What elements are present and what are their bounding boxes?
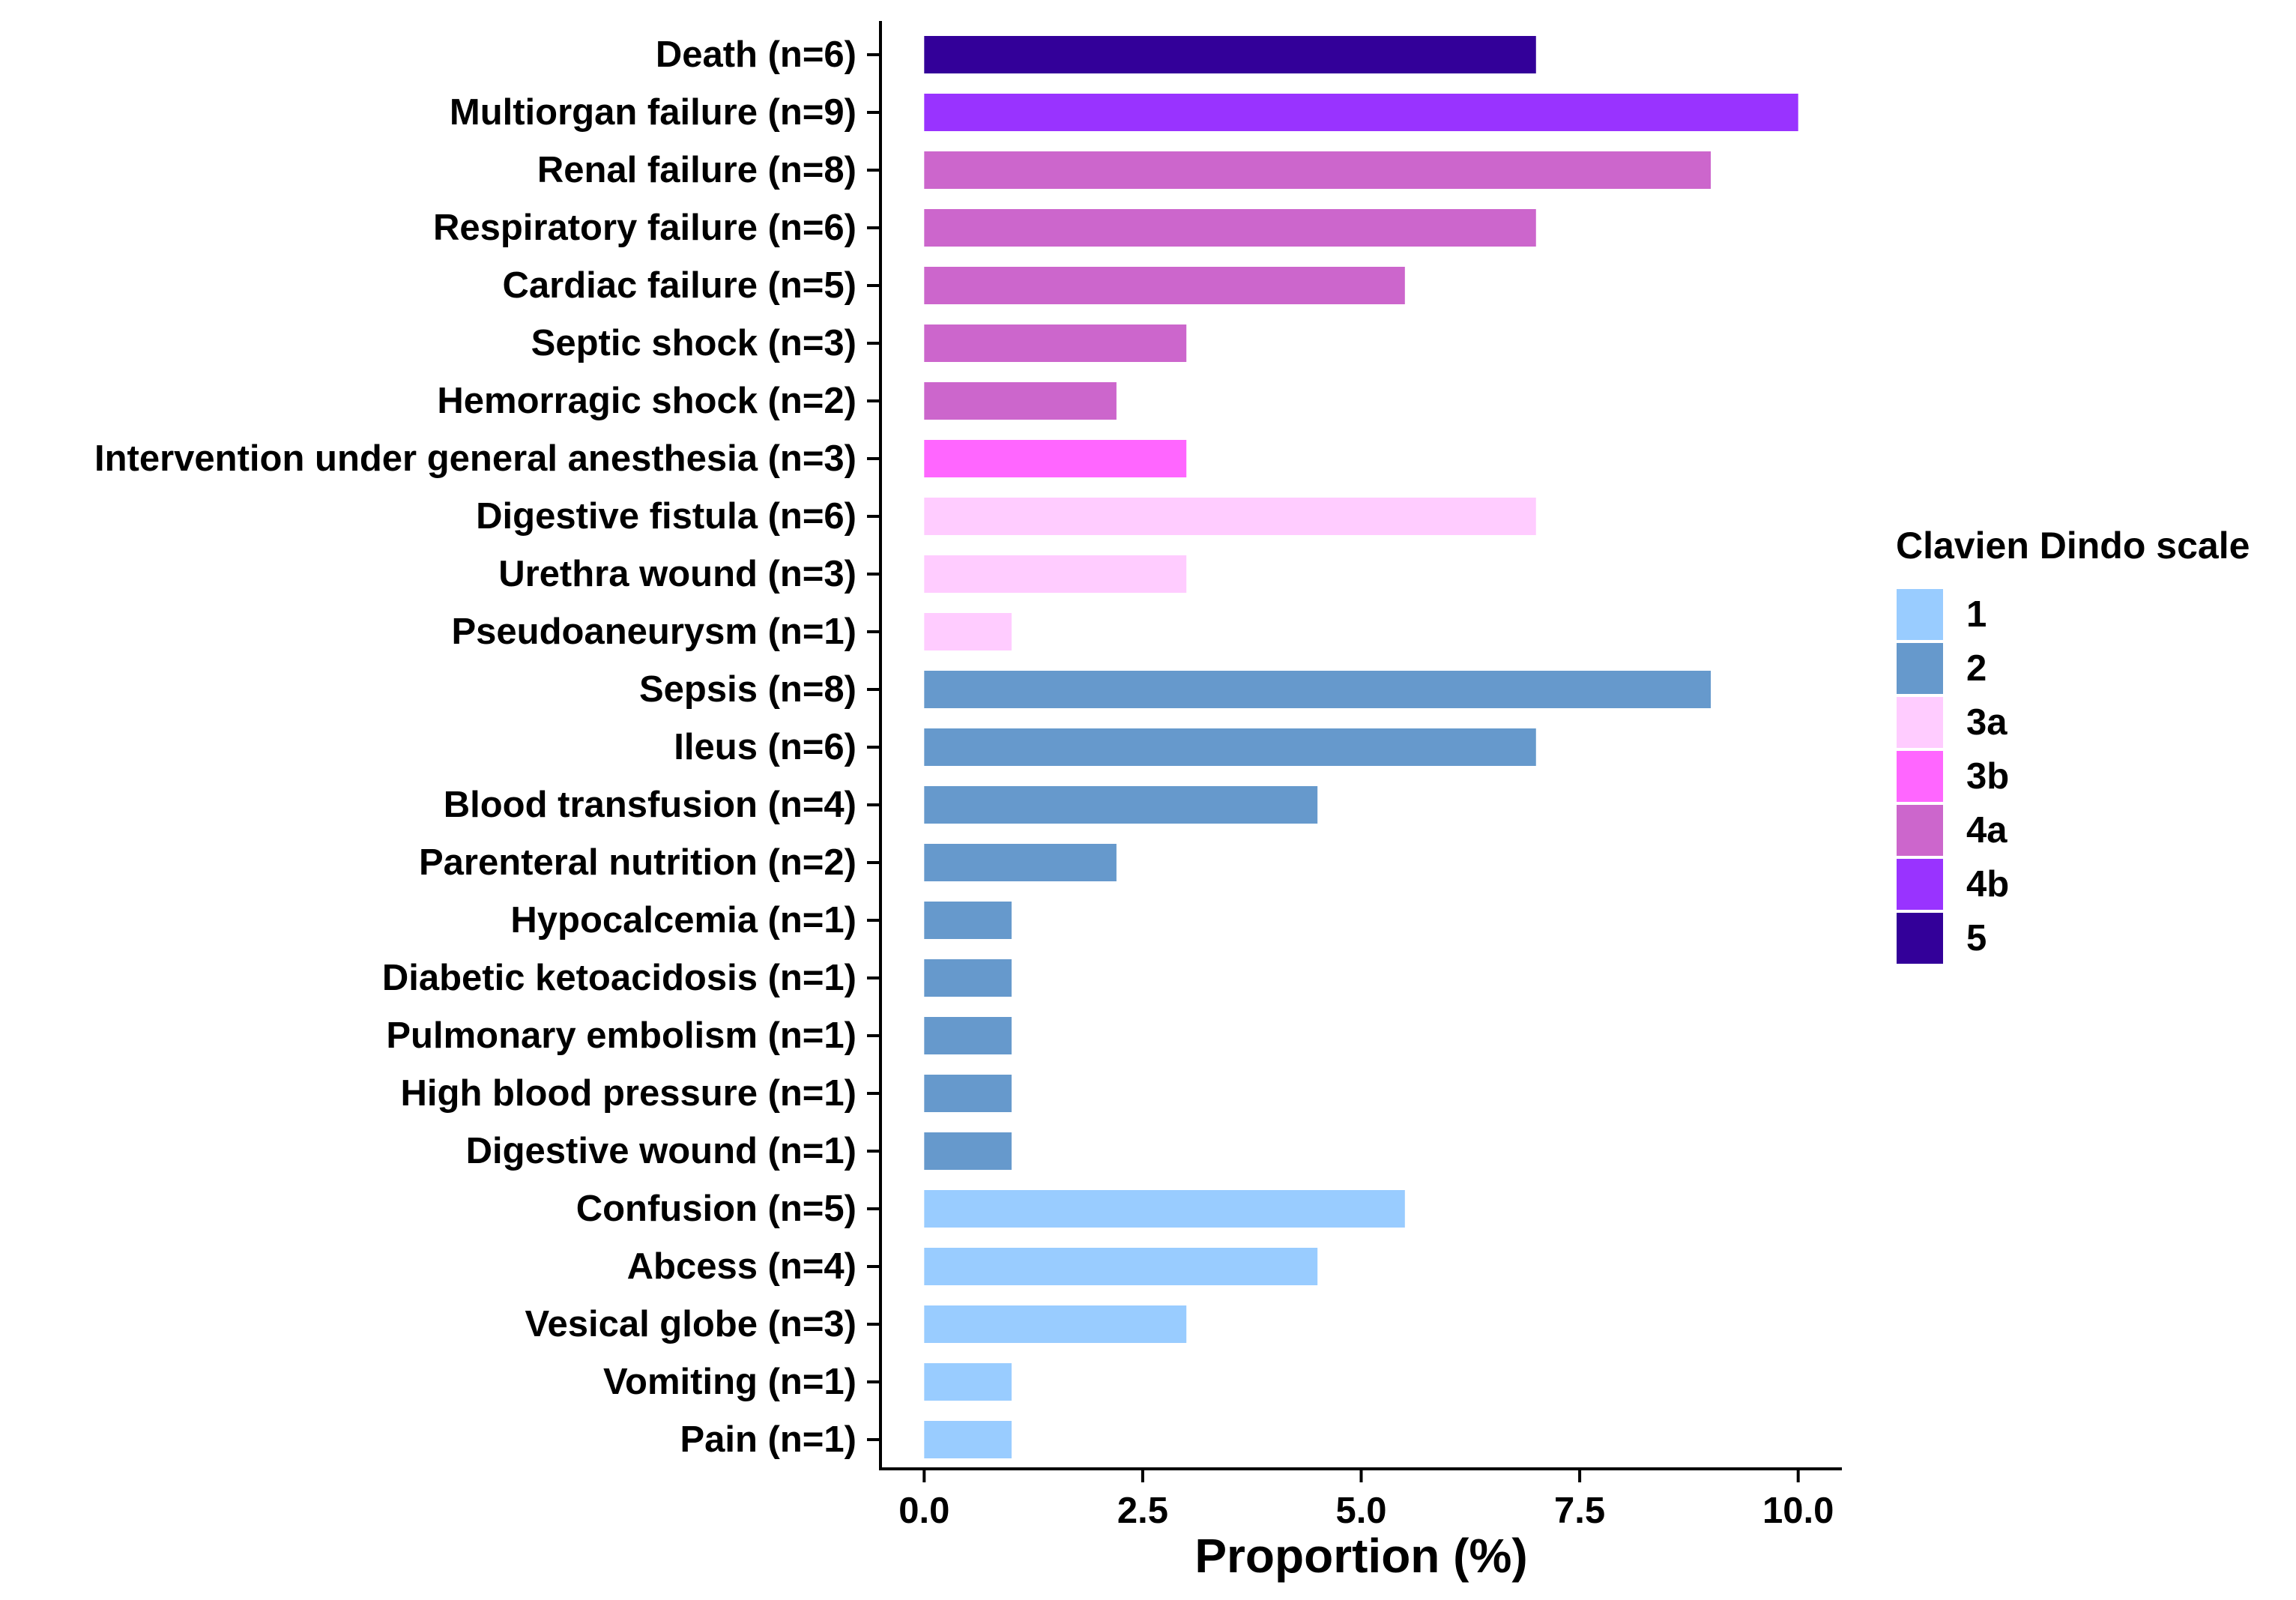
legend-key bbox=[1895, 588, 1945, 641]
bar bbox=[924, 555, 1187, 593]
bar bbox=[924, 1305, 1187, 1343]
legend: Clavien Dindo scale 1 2 3a 3b 4a 4b 5 bbox=[1895, 525, 2250, 965]
bar bbox=[924, 1248, 1318, 1285]
legend-key bbox=[1895, 911, 1945, 965]
bar bbox=[924, 786, 1318, 824]
category-label: Digestive fistula (n=6) bbox=[476, 496, 857, 537]
category-label: Hypocalcemia (n=1) bbox=[510, 900, 857, 941]
legend-title: Clavien Dindo scale bbox=[1896, 525, 2250, 567]
bar bbox=[924, 1075, 1012, 1112]
bar bbox=[924, 613, 1012, 650]
category-label: Pain (n=1) bbox=[680, 1419, 857, 1460]
legend-key bbox=[1895, 749, 1945, 803]
category-label: Ileus (n=6) bbox=[674, 727, 857, 767]
legend-label: 4b bbox=[1966, 864, 2009, 905]
category-labels-group: Death (n=6) Multiorgan failure (n=9) Renal… bbox=[94, 34, 857, 1460]
bar bbox=[924, 844, 1117, 881]
category-label: Vesical globe (n=3) bbox=[525, 1304, 857, 1344]
y-ticks-group bbox=[867, 53, 880, 1441]
bar bbox=[924, 36, 1536, 73]
bar bbox=[924, 94, 1798, 131]
x-tick-label: 0.0 bbox=[898, 1491, 949, 1531]
bar bbox=[924, 1190, 1405, 1228]
bar bbox=[924, 382, 1117, 420]
category-label: Parenteral nutrition (n=2) bbox=[419, 842, 857, 883]
category-label: Blood transfusion (n=4) bbox=[444, 785, 857, 825]
category-label: Confusion (n=5) bbox=[576, 1189, 857, 1229]
bar bbox=[924, 1421, 1012, 1458]
legend-label: 3b bbox=[1966, 756, 2009, 797]
category-label: Respiratory failure (n=6) bbox=[433, 208, 857, 248]
category-label: Multiorgan failure (n=9) bbox=[450, 92, 857, 133]
category-label: Diabetic ketoacidosis (n=1) bbox=[382, 958, 857, 998]
bar bbox=[924, 1017, 1012, 1054]
x-tick-label: 2.5 bbox=[1117, 1491, 1168, 1531]
bar bbox=[924, 209, 1536, 247]
category-label: Septic shock (n=3) bbox=[531, 323, 857, 363]
bar bbox=[924, 324, 1187, 362]
bar bbox=[924, 267, 1405, 304]
category-label: Abcess (n=4) bbox=[627, 1246, 857, 1287]
legend-label: 4a bbox=[1966, 810, 2008, 851]
legend-key bbox=[1895, 641, 1945, 695]
bar bbox=[924, 440, 1187, 477]
category-label: Vomiting (n=1) bbox=[603, 1362, 857, 1402]
category-label: Renal failure (n=8) bbox=[537, 150, 857, 190]
bar bbox=[924, 959, 1012, 997]
legend-label: 1 bbox=[1966, 594, 1987, 635]
legend-items-group: 1 2 3a 3b 4a 4b 5 bbox=[1895, 588, 2009, 965]
bar bbox=[924, 1363, 1012, 1401]
category-label: Cardiac failure (n=5) bbox=[503, 265, 857, 306]
bar bbox=[924, 728, 1536, 766]
x-axis-title: Proportion (%) bbox=[1194, 1529, 1527, 1583]
bar bbox=[924, 671, 1712, 708]
legend-key bbox=[1895, 803, 1945, 857]
legend-label: 5 bbox=[1966, 918, 1987, 959]
category-label: Hemorragic shock (n=2) bbox=[437, 381, 857, 421]
category-label: Pseudoaneurysm (n=1) bbox=[451, 612, 857, 652]
x-tick-label: 10.0 bbox=[1762, 1491, 1834, 1531]
x-ticks-group: 0.0 2.5 5.0 7.5 10.0 bbox=[898, 1469, 1834, 1531]
category-label: Death (n=6) bbox=[656, 34, 857, 75]
legend-label: 3a bbox=[1966, 702, 2008, 743]
category-label: Sepsis (n=8) bbox=[639, 669, 857, 710]
bar bbox=[924, 1132, 1012, 1170]
category-label: Intervention under general anesthesia (n… bbox=[94, 438, 857, 479]
category-label: Digestive wound (n=1) bbox=[466, 1131, 857, 1171]
x-tick-label: 5.0 bbox=[1335, 1491, 1386, 1531]
category-label: Urethra wound (n=3) bbox=[498, 554, 857, 594]
legend-label: 2 bbox=[1966, 648, 1987, 689]
bar bbox=[924, 151, 1712, 189]
legend-key bbox=[1895, 857, 1945, 911]
category-label: Pulmonary embolism (n=1) bbox=[386, 1015, 857, 1056]
bar bbox=[924, 902, 1012, 939]
legend-key bbox=[1895, 695, 1945, 749]
bar bbox=[924, 498, 1536, 535]
category-label: High blood pressure (n=1) bbox=[401, 1073, 857, 1114]
x-tick-label: 7.5 bbox=[1554, 1491, 1605, 1531]
bars-group bbox=[924, 36, 1798, 1458]
